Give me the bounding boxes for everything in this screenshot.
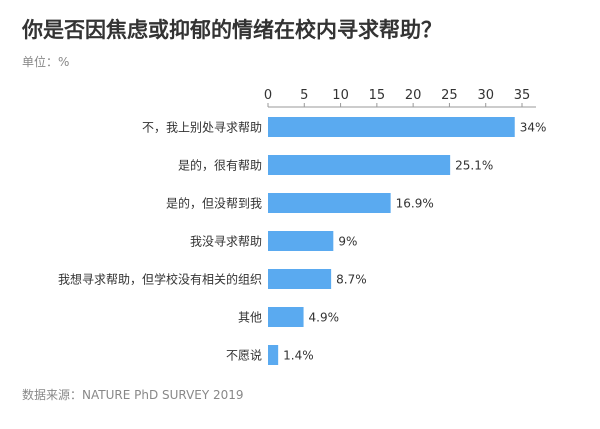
category-label: 是的，很有帮助 [178, 158, 262, 173]
x-tick-label: 10 [332, 88, 349, 103]
bar [268, 345, 279, 365]
x-tick-label: 15 [369, 88, 386, 103]
bar [268, 193, 391, 213]
category-label: 是的，但没帮到我 [166, 196, 262, 211]
value-label: 9% [338, 235, 357, 249]
value-label: 16.9% [396, 197, 434, 211]
value-label: 4.9% [309, 311, 340, 325]
category-label: 其他 [238, 311, 262, 325]
bar [268, 307, 304, 327]
unit-label: 单位：% [22, 55, 70, 69]
value-label: 8.7% [336, 273, 367, 287]
category-label: 我想寻求帮助，但学校没有相关的组织 [58, 272, 262, 287]
x-tick-label: 5 [300, 88, 308, 103]
x-tick-label: 30 [477, 88, 494, 103]
source-note: 数据来源：NATURE PhD SURVEY 2019 [22, 388, 244, 402]
value-label: 34% [520, 121, 547, 135]
bar [268, 231, 334, 251]
x-tick-label: 35 [514, 88, 531, 103]
bar [268, 117, 515, 137]
bar [268, 269, 332, 289]
category-label: 不，我上别处寻求帮助 [142, 121, 262, 135]
value-label: 1.4% [283, 349, 314, 363]
value-label: 25.1% [455, 159, 493, 173]
x-tick-label: 25 [441, 88, 458, 103]
category-label: 我没寻求帮助 [190, 234, 262, 249]
category-label: 不愿说 [226, 348, 262, 363]
x-tick-label: 20 [405, 88, 422, 103]
x-tick-label: 0 [264, 88, 272, 103]
bar [268, 155, 451, 175]
chart-title: 你是否因焦虑或抑郁的情绪在校内寻求帮助？ [22, 18, 442, 42]
